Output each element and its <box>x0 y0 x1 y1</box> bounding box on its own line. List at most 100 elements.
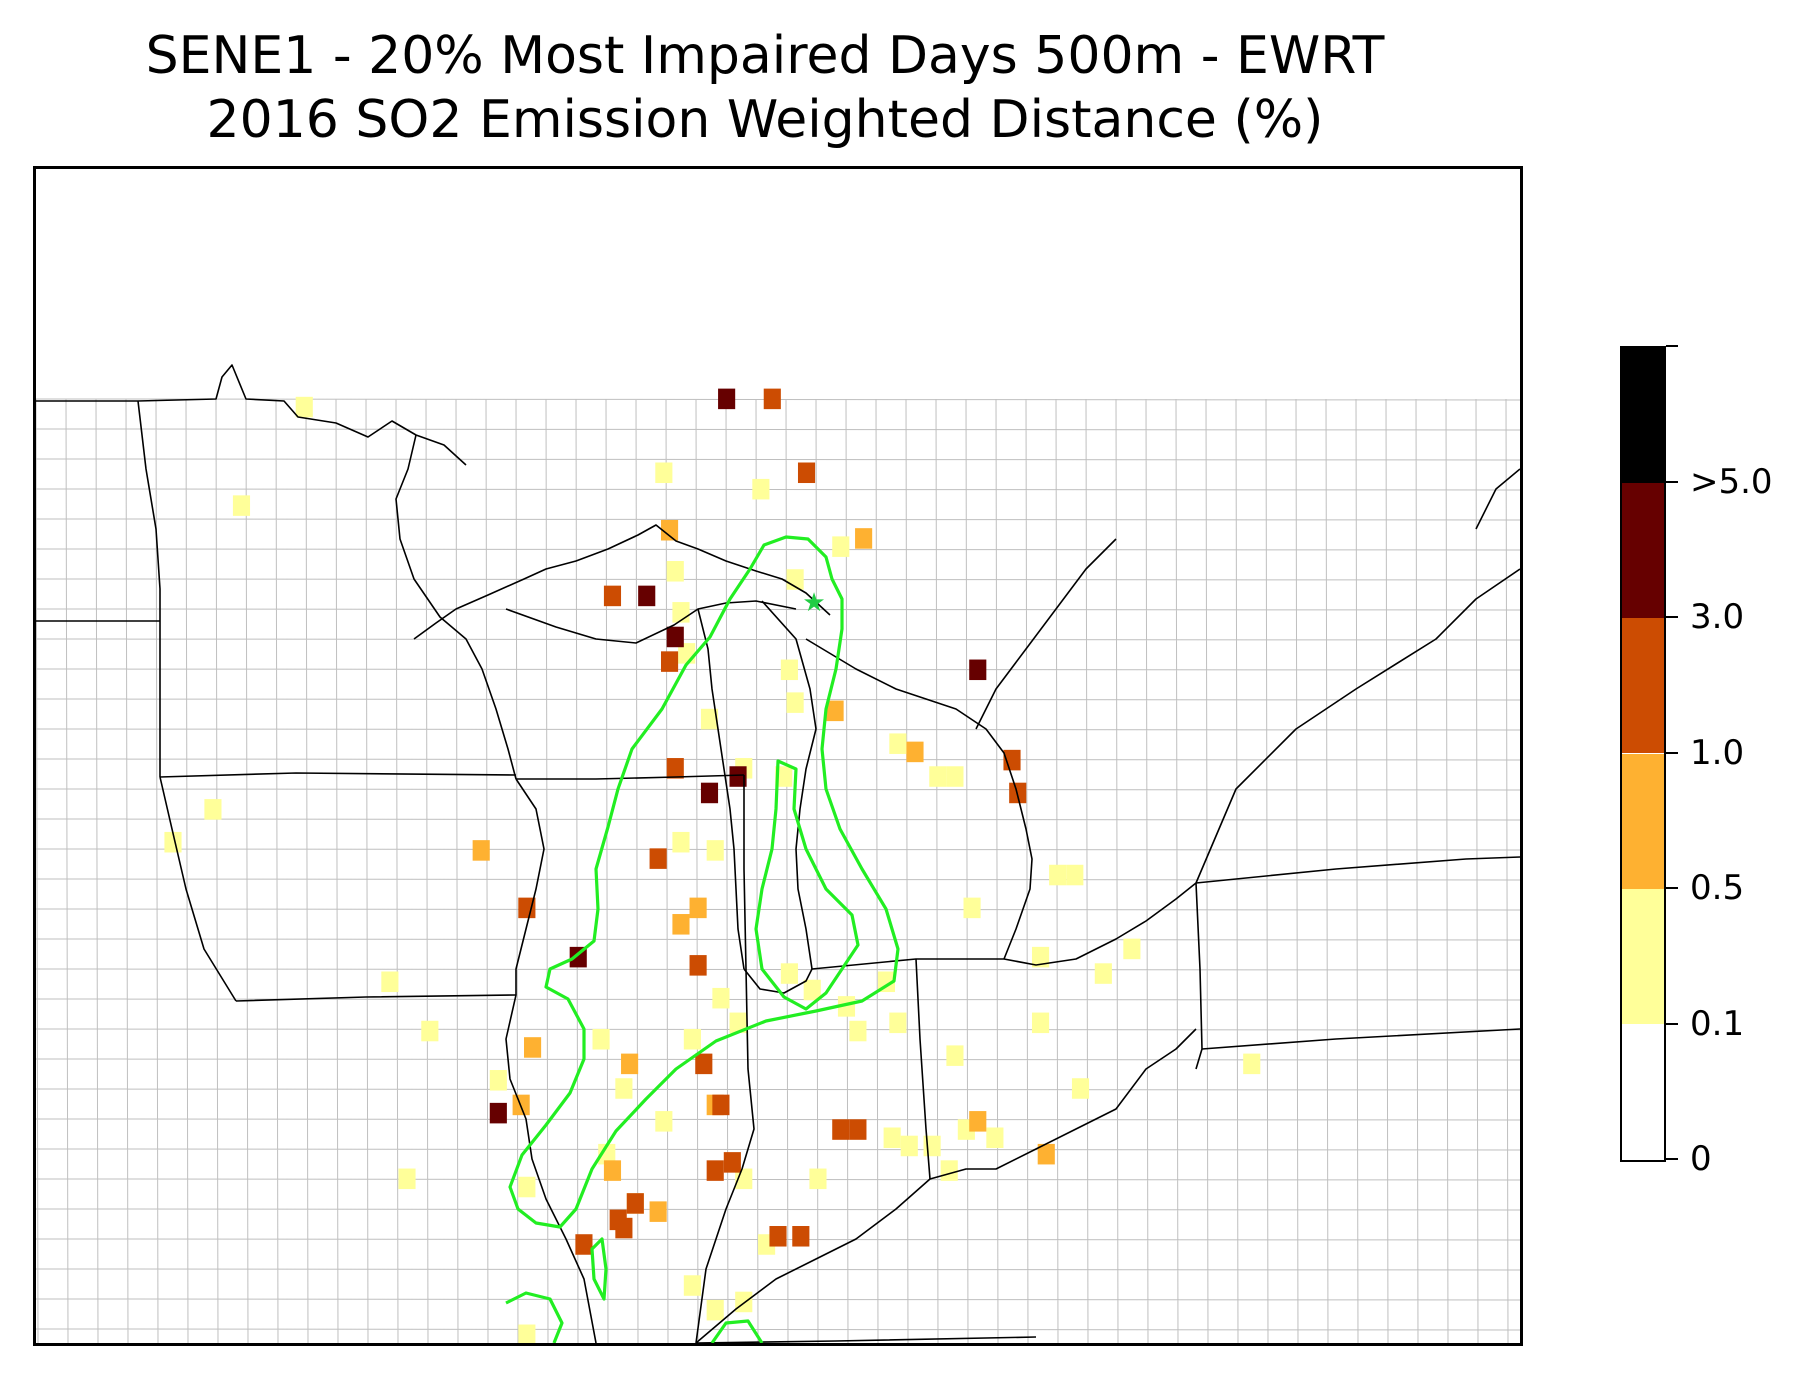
emission-cell <box>598 1143 616 1165</box>
colorbar-segment <box>1622 348 1664 484</box>
oh-pa-border <box>1195 882 1203 1070</box>
emission-cell <box>780 659 798 681</box>
emission-cell <box>900 1135 918 1157</box>
emission-cell <box>940 1160 958 1181</box>
emission-cell <box>855 528 873 549</box>
emission-cell <box>712 1094 730 1116</box>
emission-cell <box>763 388 781 410</box>
emission-cell <box>803 979 821 1001</box>
mi-in-oh-border <box>811 958 1004 970</box>
colorbar-top-tick <box>1666 345 1678 347</box>
colorbar-segment <box>1622 618 1664 754</box>
ia-mo-border <box>235 994 517 1002</box>
emission-cell <box>621 1053 639 1075</box>
emission-cell <box>963 897 981 919</box>
ia-west-border <box>159 776 237 1002</box>
emission-cell <box>649 1201 667 1222</box>
emission-cell <box>889 1012 907 1034</box>
lake-huron-ontario-shore <box>975 538 1117 730</box>
emission-cell <box>946 1045 964 1066</box>
emission-cell <box>706 1160 724 1181</box>
emission-cell <box>706 1299 724 1321</box>
emission-cell <box>775 766 793 787</box>
site-marker: ★ <box>802 588 825 618</box>
emission-cell <box>712 987 730 1009</box>
ohio-river <box>695 1028 1197 1343</box>
emission-cell <box>660 651 679 672</box>
colorbar-label: 0.1 <box>1690 1003 1745 1044</box>
colorbar-tick <box>1666 1158 1678 1160</box>
colorbar-tick <box>1666 887 1678 889</box>
map-panel: ★ <box>33 166 1523 1346</box>
emission-cell <box>986 1127 1004 1149</box>
emission-cell <box>729 1012 747 1034</box>
emission-cell <box>204 799 222 820</box>
emission-cell <box>295 396 313 418</box>
emission-cell <box>472 840 490 861</box>
mn-wi-border <box>395 434 517 780</box>
contour-southwest-loop <box>505 1291 564 1343</box>
emission-cell <box>489 1102 507 1124</box>
emission-cell <box>723 1152 741 1173</box>
emission-cell <box>421 1020 439 1042</box>
emission-cell <box>883 1127 901 1149</box>
contour-south-loop <box>710 1319 764 1343</box>
lake-michigan-west-shore <box>697 608 745 970</box>
emission-cell <box>786 692 804 713</box>
emission-cell <box>655 462 673 484</box>
emission-cell <box>729 766 747 787</box>
star-icon: ★ <box>802 588 825 618</box>
upper-peninsula-south <box>505 600 797 644</box>
emission-cell <box>232 495 251 516</box>
contour-inner-loop <box>754 759 860 1011</box>
emission-cell <box>969 659 987 681</box>
emission-cell <box>969 1111 987 1132</box>
colorbar-tick <box>1666 1022 1678 1025</box>
emission-cell <box>164 831 182 853</box>
emission-cell <box>700 708 719 730</box>
emission-cell <box>837 996 856 1017</box>
emission-cell <box>683 1275 701 1296</box>
emission-cell <box>797 462 816 484</box>
colorbar-label: 1.0 <box>1690 732 1745 773</box>
emission-cell <box>929 766 947 787</box>
emission-cell <box>575 1234 593 1255</box>
emission-cell <box>689 955 707 976</box>
emission-cell <box>769 1226 787 1247</box>
canada-border <box>36 364 467 466</box>
emission-cell <box>706 840 724 861</box>
emission-cell <box>832 1119 850 1140</box>
mn-west-border <box>137 400 161 777</box>
emission-cell <box>615 1217 633 1239</box>
in-oh-border <box>915 958 931 1180</box>
emission-cell <box>1049 864 1067 886</box>
emission-cell <box>849 1119 867 1140</box>
emission-cell <box>398 1168 416 1190</box>
emission-cell <box>1123 938 1141 960</box>
ky-tn-border <box>695 1336 1037 1343</box>
emission-cell <box>826 700 844 722</box>
pa-ny-border <box>1195 856 1520 884</box>
pa-md-border <box>1201 1028 1520 1050</box>
colorbar-segment <box>1622 1023 1664 1159</box>
emission-cell <box>1037 1143 1055 1165</box>
emission-cell <box>603 1160 622 1181</box>
emission-cell <box>672 914 690 935</box>
emission-cell <box>695 1053 713 1075</box>
colorbar-segment <box>1622 483 1664 619</box>
emission-cell <box>615 1078 633 1099</box>
emission-cell <box>524 1037 542 1058</box>
emission-cell <box>1066 864 1084 886</box>
mn-ia-border <box>159 772 517 778</box>
emission-cell <box>906 741 924 763</box>
state-boundaries <box>36 364 1520 1343</box>
contour-finger <box>590 1237 608 1301</box>
emission-cell <box>666 758 684 779</box>
colorbar-segment <box>1622 753 1664 889</box>
emission-cell <box>689 897 707 919</box>
emission-cell <box>660 519 679 541</box>
emission-cell <box>603 585 622 607</box>
lake-michigan-south <box>743 968 813 994</box>
emission-cell <box>518 897 536 919</box>
colorbar-segment <box>1622 888 1664 1024</box>
